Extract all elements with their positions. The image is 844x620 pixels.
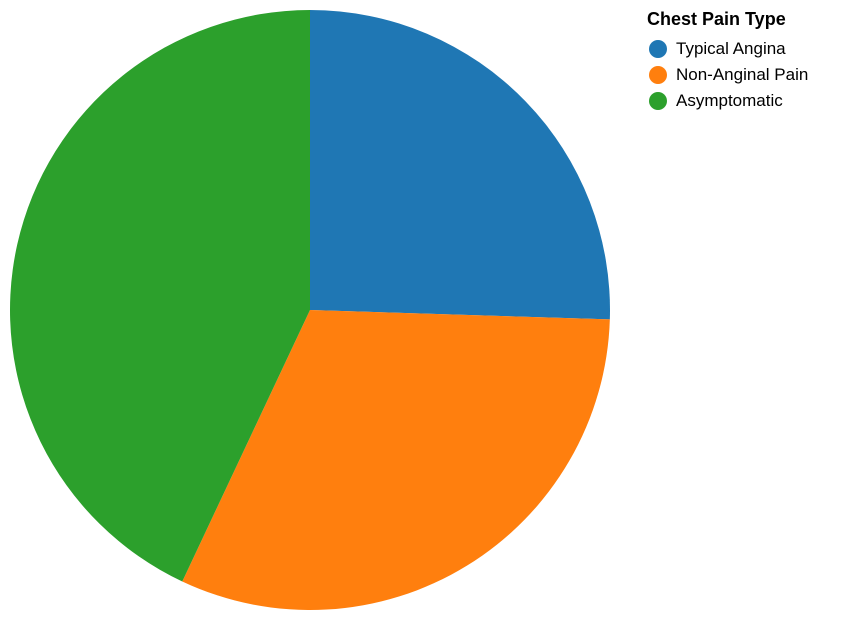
legend-swatch-typical-angina (649, 40, 667, 58)
legend-swatch-asymptomatic (649, 92, 667, 110)
legend-item-typical-angina: Typical Angina (647, 36, 808, 62)
pie-slices (9, 10, 610, 610)
legend-title: Chest Pain Type (647, 9, 786, 29)
legend-swatch-non-anginal-pain (649, 66, 667, 84)
legend-label-non-anginal-pain: Non-Anginal Pain (676, 65, 809, 84)
legend-item-non-anginal-pain: Non-Anginal Pain (647, 62, 808, 88)
legend-item-asymptomatic: Asymptomatic (647, 88, 808, 114)
legend: Chest Pain Type Typical Angina Non-Angin… (647, 9, 808, 114)
pie-slice-asymptomatic (9, 10, 310, 582)
legend-label-typical-angina: Typical Angina (676, 39, 786, 58)
legend-label-asymptomatic: Asymptomatic (676, 91, 783, 110)
pie-slice-non-anginal-pain (182, 310, 610, 610)
pie-slice-typical-angina (310, 10, 610, 320)
